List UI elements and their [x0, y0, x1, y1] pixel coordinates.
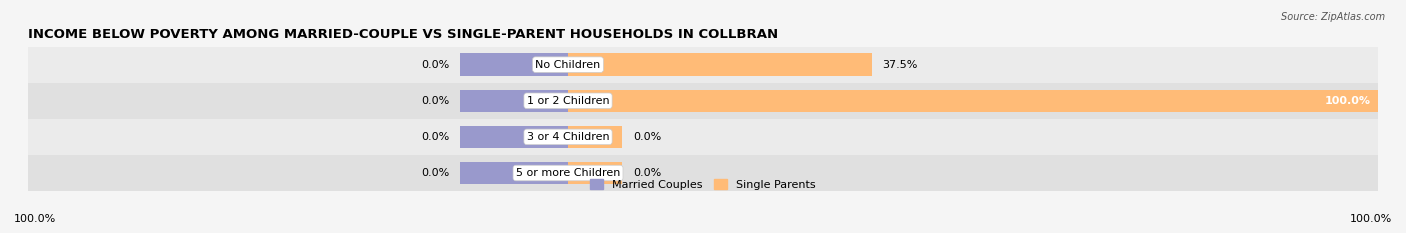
Bar — [568, 126, 621, 148]
Text: 0.0%: 0.0% — [633, 132, 661, 142]
Text: 3 or 4 Children: 3 or 4 Children — [527, 132, 609, 142]
Text: No Children: No Children — [536, 60, 600, 70]
Bar — [28, 83, 1378, 119]
Bar — [460, 126, 568, 148]
Bar — [460, 89, 568, 112]
Text: 37.5%: 37.5% — [883, 60, 918, 70]
Text: 0.0%: 0.0% — [420, 96, 450, 106]
Text: Source: ZipAtlas.com: Source: ZipAtlas.com — [1281, 12, 1385, 22]
Legend: Married Couples, Single Parents: Married Couples, Single Parents — [586, 175, 820, 194]
Text: INCOME BELOW POVERTY AMONG MARRIED-COUPLE VS SINGLE-PARENT HOUSEHOLDS IN COLLBRA: INCOME BELOW POVERTY AMONG MARRIED-COUPL… — [28, 28, 779, 41]
Bar — [28, 47, 1378, 83]
Text: 100.0%: 100.0% — [14, 214, 56, 224]
Text: 0.0%: 0.0% — [420, 132, 450, 142]
Text: 0.0%: 0.0% — [420, 60, 450, 70]
Bar — [28, 155, 1378, 191]
Bar — [28, 119, 1378, 155]
Bar — [568, 162, 621, 184]
Text: 0.0%: 0.0% — [633, 168, 661, 178]
Text: 5 or more Children: 5 or more Children — [516, 168, 620, 178]
Text: 1 or 2 Children: 1 or 2 Children — [527, 96, 609, 106]
Bar — [568, 89, 1378, 112]
Text: 0.0%: 0.0% — [420, 168, 450, 178]
Text: 100.0%: 100.0% — [1350, 214, 1392, 224]
Bar — [460, 162, 568, 184]
Bar — [568, 53, 872, 76]
Bar — [460, 53, 568, 76]
Text: 100.0%: 100.0% — [1324, 96, 1371, 106]
